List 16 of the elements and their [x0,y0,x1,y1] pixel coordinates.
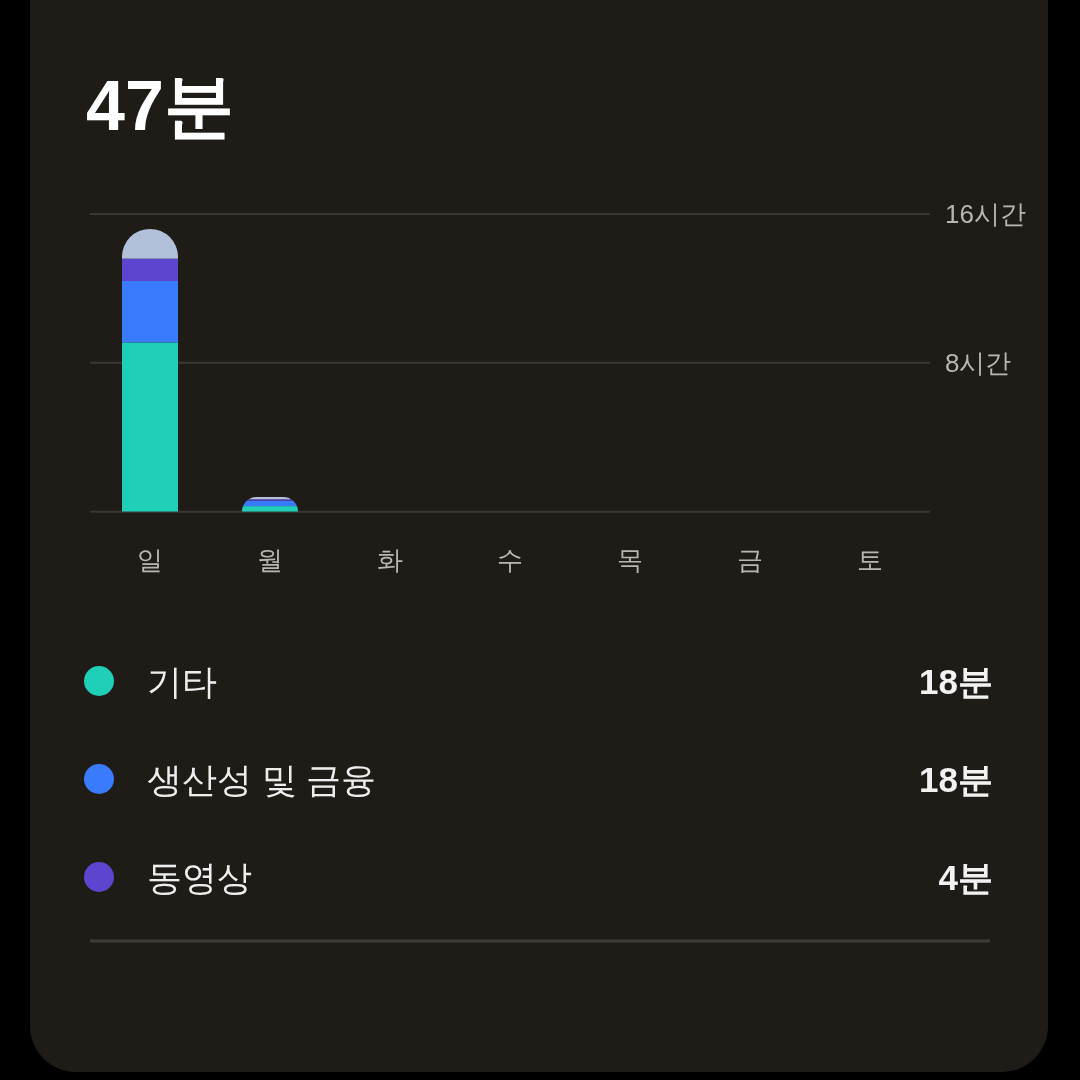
legend-label: 동영상 [147,857,252,897]
y-tick-label: 16시간 [945,199,1026,229]
annotation: 18분 [919,759,993,799]
x-tick-label: 금 [737,545,763,575]
x-tick-label: 토 [857,545,883,575]
title: 47분 [86,67,234,145]
x-tick-label: 월 [257,545,283,575]
y-tick-label: 8시간 [945,347,1012,378]
annotation: 18분 [919,661,993,701]
x-tick-label: 수 [497,545,523,575]
x-tick-label: 목 [617,545,643,575]
legend-label: 기타 [147,661,217,701]
x-tick-label: 일 [137,545,163,575]
x-tick-label: 화 [377,545,403,575]
legend-label: 생산성 및 금융 [147,759,377,799]
annotation: 4분 [938,857,993,897]
